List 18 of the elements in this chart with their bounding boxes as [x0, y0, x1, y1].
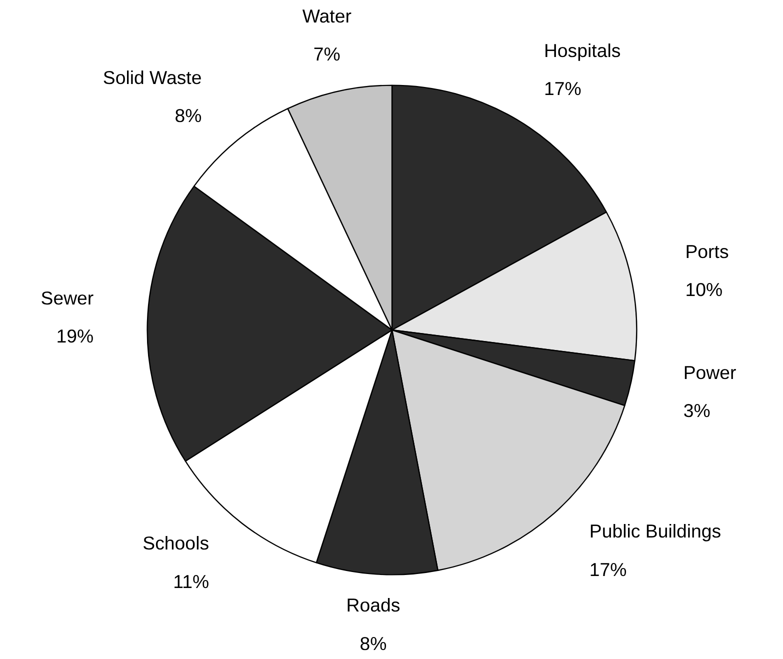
data-label: 17%	[589, 558, 627, 580]
data-label: 3%	[683, 400, 710, 422]
data-label: 17%	[544, 78, 582, 99]
data-label: 8%	[174, 104, 202, 126]
slice-label: Ports	[685, 240, 729, 262]
slice-label: Water	[302, 5, 352, 26]
data-label: 7%	[313, 44, 340, 65]
data-label: 10%	[685, 278, 723, 300]
slice-label: Power	[683, 362, 736, 383]
data-label: 8%	[360, 632, 387, 654]
data-label: 11%	[173, 570, 210, 592]
slice-label: Hospitals	[544, 40, 621, 61]
data-label: 19%	[56, 326, 94, 347]
slice-label: Solid Waste	[102, 66, 202, 88]
slice-label: Schools	[142, 532, 210, 554]
slice-label: Sewer	[40, 287, 94, 308]
slice-label: Roads	[346, 594, 400, 616]
slice-label: Public Buildings	[589, 520, 722, 542]
